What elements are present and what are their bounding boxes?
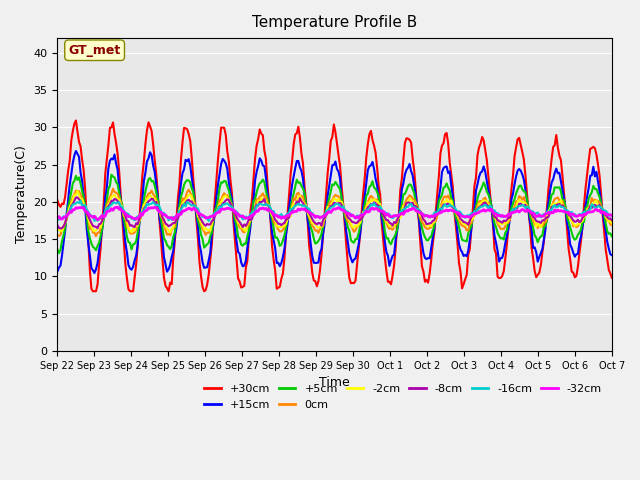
-16cm [250, 209, 257, 215]
-2cm [250, 208, 257, 214]
+5cm [250, 198, 257, 204]
-32cm [241, 215, 248, 221]
+5cm [125, 239, 132, 245]
X-axis label: Time: Time [319, 376, 350, 389]
+30cm [89, 288, 97, 294]
0cm [608, 222, 616, 228]
+15cm [580, 210, 588, 216]
-32cm [222, 206, 230, 212]
+5cm [108, 172, 115, 178]
+15cm [608, 252, 616, 258]
+15cm [125, 262, 132, 268]
-16cm [608, 213, 616, 219]
-2cm [241, 227, 248, 232]
-8cm [250, 210, 257, 216]
+30cm [222, 132, 230, 138]
-2cm [580, 214, 588, 219]
Line: -32cm: -32cm [58, 207, 612, 220]
-8cm [57, 226, 65, 231]
0cm [580, 212, 588, 218]
0cm [299, 194, 307, 200]
-16cm [222, 201, 230, 206]
-2cm [222, 192, 230, 198]
+30cm [299, 160, 307, 166]
0cm [92, 233, 100, 239]
+5cm [55, 250, 63, 256]
-8cm [299, 200, 307, 206]
+5cm [580, 219, 588, 225]
Text: GT_met: GT_met [68, 44, 121, 57]
-32cm [93, 217, 101, 223]
-32cm [608, 213, 616, 218]
-2cm [54, 227, 61, 233]
+30cm [580, 202, 588, 208]
Line: 0cm: 0cm [58, 189, 612, 236]
-8cm [580, 213, 588, 219]
+30cm [72, 118, 80, 123]
+30cm [250, 175, 257, 181]
-8cm [608, 217, 616, 223]
0cm [125, 226, 132, 231]
-32cm [125, 214, 132, 219]
-16cm [241, 216, 248, 222]
-16cm [125, 211, 132, 217]
+30cm [241, 283, 248, 288]
-8cm [54, 222, 61, 228]
-32cm [114, 204, 122, 210]
0cm [222, 192, 230, 198]
0cm [54, 232, 61, 238]
+15cm [54, 269, 61, 275]
+5cm [54, 247, 61, 252]
0cm [241, 229, 248, 235]
-16cm [54, 217, 61, 223]
-32cm [580, 211, 588, 217]
-8cm [222, 198, 230, 204]
+15cm [222, 160, 230, 166]
Legend: +30cm, +15cm, +5cm, 0cm, -2cm, -8cm, -16cm, -32cm: +30cm, +15cm, +5cm, 0cm, -2cm, -8cm, -16… [200, 380, 606, 414]
-16cm [91, 218, 99, 224]
-16cm [580, 209, 588, 215]
Line: -8cm: -8cm [58, 197, 612, 228]
+15cm [250, 196, 257, 202]
0cm [250, 209, 257, 215]
-8cm [241, 222, 248, 228]
-2cm [299, 199, 307, 205]
+30cm [125, 287, 132, 292]
Y-axis label: Temperature(C): Temperature(C) [15, 145, 28, 243]
Line: +15cm: +15cm [58, 151, 612, 273]
+5cm [241, 240, 248, 246]
Line: +30cm: +30cm [58, 120, 612, 291]
+15cm [241, 263, 248, 268]
Line: -16cm: -16cm [58, 201, 612, 221]
+15cm [91, 270, 99, 276]
Line: +5cm: +5cm [58, 175, 612, 253]
+15cm [72, 148, 80, 154]
+5cm [608, 233, 616, 239]
-16cm [77, 198, 84, 204]
-16cm [299, 204, 307, 209]
0cm [109, 186, 117, 192]
-2cm [166, 229, 174, 235]
-2cm [74, 188, 81, 194]
-32cm [299, 206, 307, 212]
+5cm [299, 186, 307, 192]
-8cm [72, 194, 80, 200]
+15cm [299, 176, 307, 181]
+30cm [54, 197, 61, 203]
Line: -2cm: -2cm [58, 191, 612, 232]
-2cm [123, 218, 131, 224]
-8cm [125, 218, 132, 224]
+30cm [608, 275, 616, 281]
-2cm [608, 220, 616, 226]
-32cm [250, 212, 257, 218]
+5cm [222, 179, 230, 184]
Title: Temperature Profile B: Temperature Profile B [252, 15, 417, 30]
-32cm [54, 215, 61, 221]
